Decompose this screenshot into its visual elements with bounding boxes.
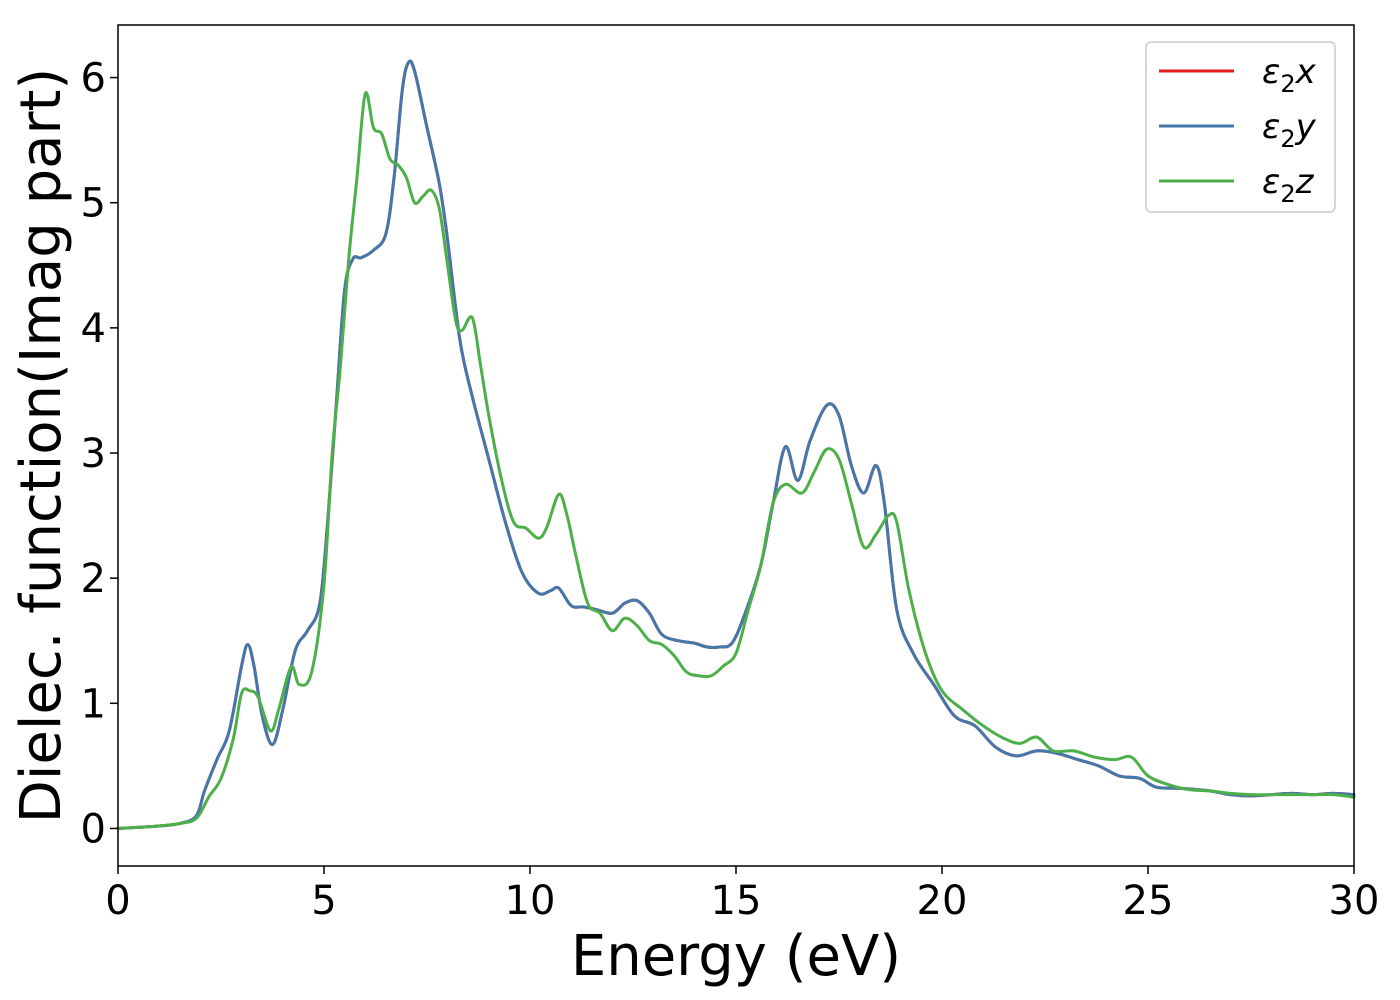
y-tick-label: 1 [81, 681, 106, 727]
y-tick-label: 6 [81, 56, 106, 102]
x-tick-label: 20 [917, 878, 968, 924]
series-line-y [116, 59, 1356, 830]
x-tick-label: 5 [311, 878, 336, 924]
y-tick-label: 0 [81, 806, 106, 852]
x-tick-label: 30 [1329, 878, 1380, 924]
x-axis-ticks: 0 5 10 15 20 25 30 [105, 866, 1379, 924]
legend-item-x: ε2x [1159, 52, 1317, 98]
legend-label: ε2y [1262, 107, 1317, 153]
x-tick-label: 15 [711, 878, 762, 924]
series-line-z [116, 91, 1356, 830]
y-axis-title: Dielec. function(Imag part) [9, 68, 74, 824]
x-tick-label: 0 [105, 878, 130, 924]
y-axis-ticks: 0 1 2 3 4 5 6 [81, 56, 118, 852]
legend: ε2x ε2y ε2z [1145, 41, 1336, 213]
y-tick-label: 3 [81, 431, 106, 477]
y-tick-label: 4 [81, 306, 106, 352]
legend-item-z: ε2z [1159, 162, 1315, 208]
x-tick-label: 25 [1123, 878, 1174, 924]
legend-label: ε2z [1262, 162, 1315, 208]
x-axis-title: Energy (eV) [571, 924, 901, 989]
legend-label: ε2x [1262, 52, 1317, 98]
y-tick-label: 2 [81, 556, 106, 602]
series-lines [116, 59, 1356, 830]
legend-box [1145, 41, 1336, 213]
legend-item-y: ε2y [1159, 107, 1317, 153]
y-tick-label: 5 [81, 181, 106, 227]
x-tick-label: 10 [505, 878, 556, 924]
